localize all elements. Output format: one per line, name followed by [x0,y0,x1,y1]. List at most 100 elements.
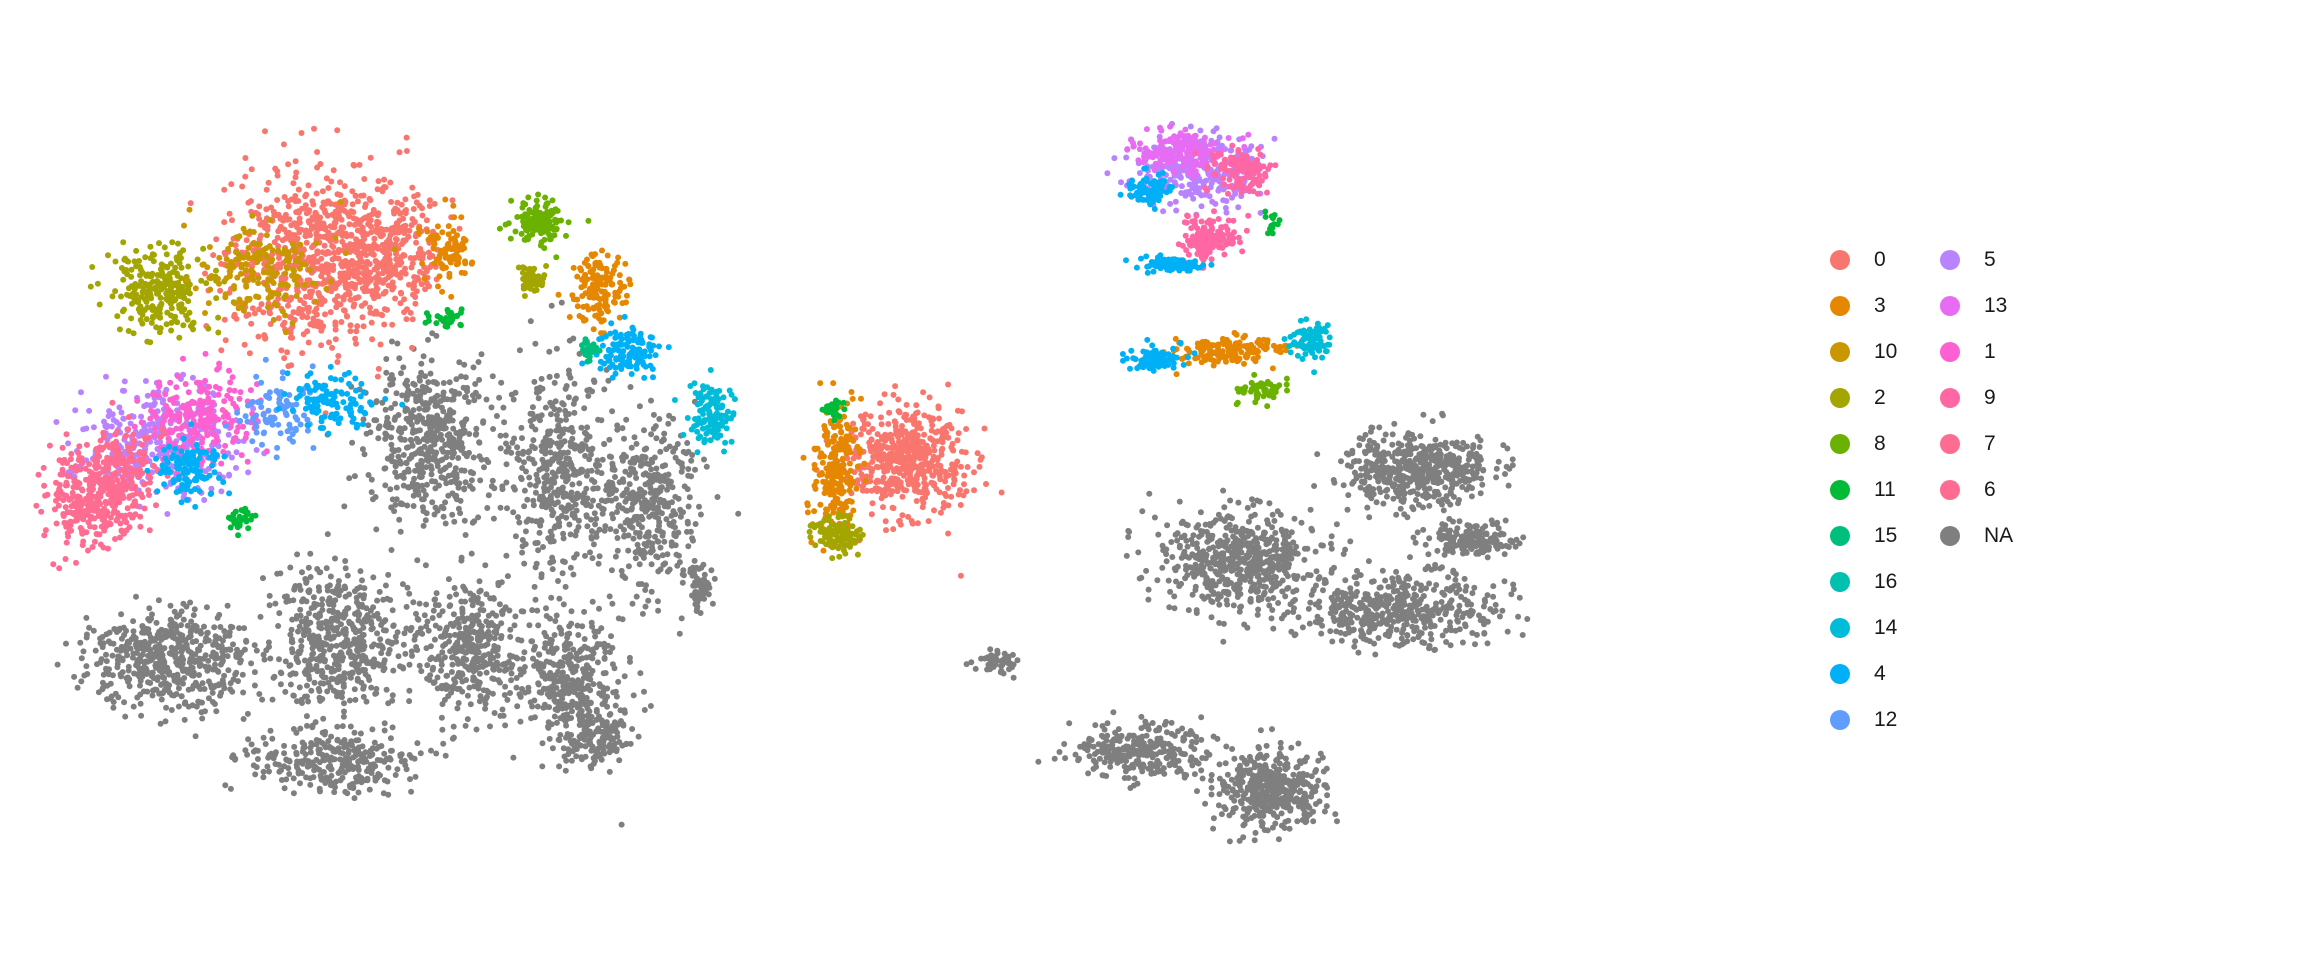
scatter-point [551,524,558,531]
scatter-point [686,494,693,501]
scatter-point [635,521,642,528]
scatter-point [672,542,679,549]
scatter-point [431,596,438,603]
scatter-point [304,722,310,729]
scatter-point [593,463,600,470]
scatter-point [336,247,343,254]
scatter-point [657,448,664,455]
scatter-point [338,641,345,648]
scatter-point [506,652,513,659]
scatter-point [524,496,531,503]
scatter-point [139,629,146,636]
scatter-point [375,229,382,236]
scatter-point [398,241,405,247]
scatter-point [440,513,447,520]
scatter-point [485,492,492,499]
scatter-point [393,256,400,263]
scatter-point [321,242,328,249]
scatter-point [312,298,319,305]
scatter-point [327,635,334,642]
scatter-point [536,529,543,536]
scatter-point [303,774,310,781]
scatter-point [605,486,612,493]
scatter-point [259,696,266,703]
scatter-point [419,630,426,637]
scatter-point [425,414,432,420]
scatter-point [353,599,360,606]
scatter-point [406,590,413,597]
scatter-point [155,597,162,604]
scatter-point [156,690,163,697]
scatter-point [388,225,395,232]
scatter-point [440,389,447,396]
scatter-point [285,203,292,210]
scatter-point [438,404,445,411]
scatter-point [387,735,394,742]
scatter-point [339,723,346,730]
scatter-point [265,304,271,311]
scatter-point [94,661,100,668]
scatter-point [547,659,554,666]
scatter-point [519,549,526,556]
scatter-point [311,125,317,132]
scatter-point [478,456,485,463]
scatter-point [433,332,440,339]
scatter-point [310,632,317,639]
scatter-point [461,486,468,493]
scatter-point [493,413,500,419]
scatter-point [295,628,301,635]
scatter-point [305,627,312,634]
scatter-point [594,485,601,492]
scatter-point [641,541,648,547]
scatter-point [394,473,401,480]
scatter-point [351,588,358,595]
scatter-point [532,340,539,347]
scatter-point [576,648,583,655]
scatter-point [522,528,529,535]
scatter-point [455,455,462,461]
scatter-point [518,474,524,481]
scatter-point [565,411,572,417]
scatter-point [604,685,611,692]
scatter-point [655,568,662,575]
scatter-point [287,681,294,688]
scatter-point [252,747,259,754]
scatter-point [580,499,587,506]
scatter-point [365,614,372,621]
scatter-point [554,416,561,423]
scatter-point [175,703,182,710]
scatter-point [475,685,482,692]
scatter-point [158,300,165,307]
scatter-point [191,606,198,613]
scatter-point [155,279,161,286]
scatter-point [654,598,661,605]
scatter-point [388,453,395,460]
scatter-point [473,425,480,432]
scatter-point [314,668,321,675]
scatter-point [346,620,353,627]
scatter-point [687,566,694,573]
scatter-point [589,388,596,395]
scatter-point [560,493,567,500]
scatter-point [403,444,410,451]
scatter-point [450,409,457,416]
scatter-point [351,795,358,802]
scatter-point [588,765,595,772]
scatter-point [192,679,199,686]
scatter-point [260,309,267,316]
scatter-point [311,604,318,611]
scatter-point [419,504,426,511]
scatter-point [563,468,570,474]
scatter-point [205,695,212,702]
scatter-point [204,630,211,637]
scatter-point [340,307,347,314]
scatter-point [416,447,423,454]
scatter-point [302,293,309,300]
scatter-point [537,417,543,424]
scatter-point [305,672,312,679]
scatter-point [462,722,469,729]
scatter-point [305,564,312,571]
scatter-point [491,663,498,670]
scatter-point [335,663,342,670]
scatter-point [205,657,212,664]
